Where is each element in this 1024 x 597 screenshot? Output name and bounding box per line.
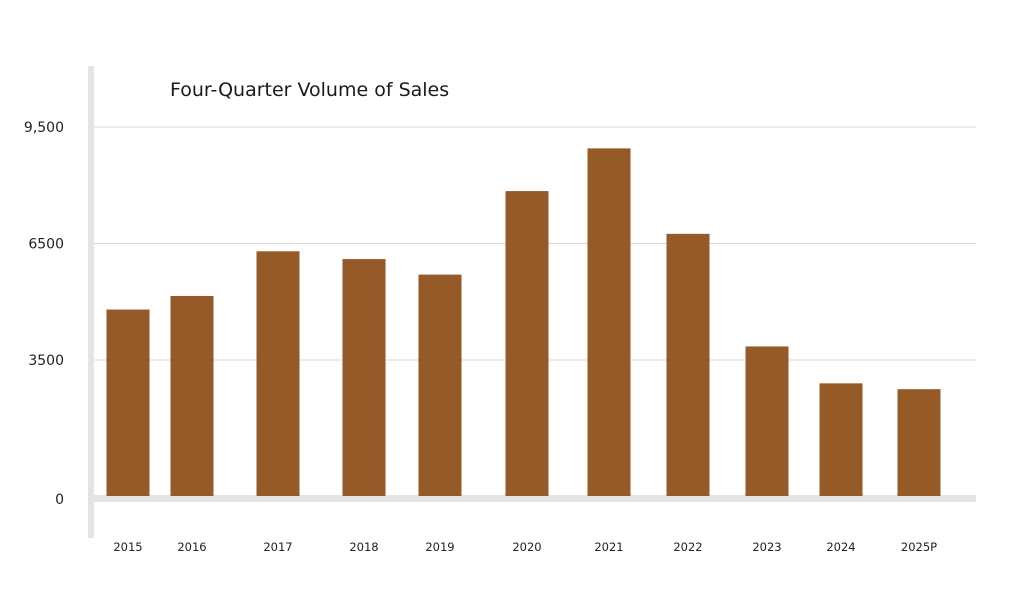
- x-tick-label-2016: 2016: [177, 540, 206, 554]
- bar-2016: [170, 295, 214, 496]
- y-tick-label: 0: [55, 492, 64, 508]
- bar-2025P: [897, 389, 941, 496]
- y-tick-labels: 0 3500 6500 9,500: [24, 120, 64, 508]
- x-tick-labels: 2015 2016 2017 2018 2019 2020 2021 2022 2023 2024…: [113, 540, 937, 554]
- bar-2023: [745, 346, 789, 496]
- x-tick-label-2018: 2018: [349, 540, 378, 554]
- bar-2018: [342, 259, 386, 496]
- y-tick-label: 3500: [28, 353, 64, 369]
- y-axis-line: [88, 66, 94, 538]
- x-axis-line: [88, 495, 976, 502]
- x-tick-label-2024: 2024: [826, 540, 855, 554]
- bar-2021: [587, 148, 631, 496]
- bar-2019: [418, 274, 462, 496]
- bar-2017: [256, 251, 300, 496]
- x-tick-label-2022: 2022: [673, 540, 702, 554]
- bar-2015: [106, 309, 150, 496]
- y-tick-label: 6500: [28, 237, 64, 253]
- bar-2022: [666, 233, 710, 496]
- x-tick-label-2025P: 2025P: [901, 540, 937, 554]
- chart-title: Four-Quarter Volume of Sales: [170, 79, 449, 101]
- x-tick-label-2019: 2019: [425, 540, 454, 554]
- x-tick-label-2020: 2020: [512, 540, 541, 554]
- bars: [106, 148, 941, 496]
- bar-2020: [505, 191, 549, 496]
- x-tick-label-2017: 2017: [263, 540, 292, 554]
- y-tick-label: 9,500: [24, 120, 64, 136]
- x-tick-label-2023: 2023: [752, 540, 781, 554]
- x-tick-label-2015: 2015: [113, 540, 142, 554]
- x-tick-label-2021: 2021: [594, 540, 623, 554]
- bar-2024: [819, 383, 863, 496]
